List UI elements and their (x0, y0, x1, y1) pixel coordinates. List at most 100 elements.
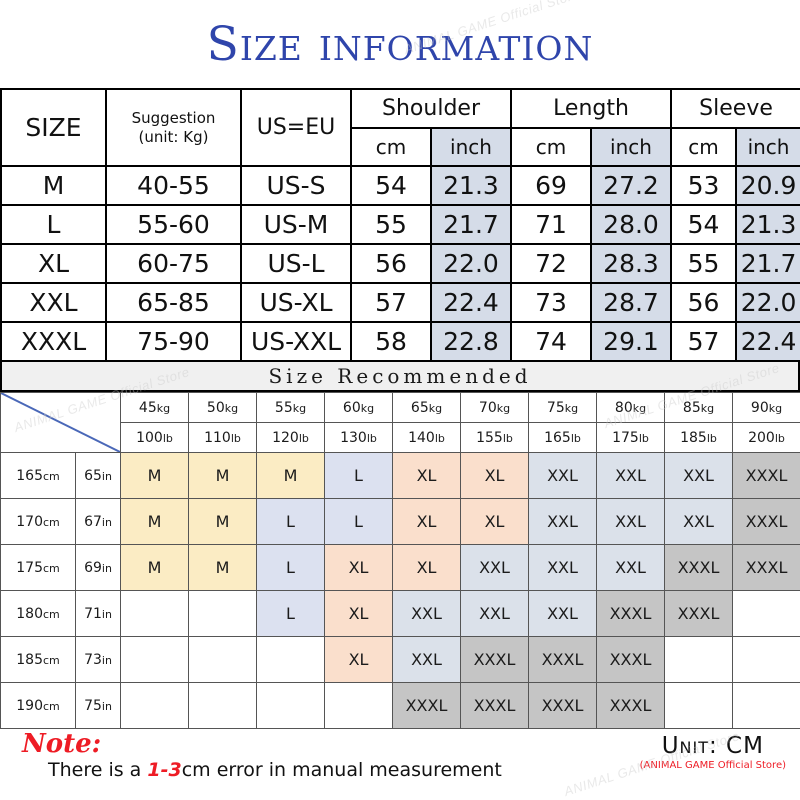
empty-cell (120, 682, 189, 729)
recommended-size-cell: XXXL (732, 452, 800, 499)
empty-cell (732, 636, 800, 683)
recommended-size-cell: XXL (528, 544, 597, 591)
recommended-size-cell: L (324, 498, 393, 545)
page-title: Size information (206, 16, 594, 72)
recommended-size-cell: XXL (528, 498, 597, 545)
spec-header-row-1: SIZE Suggestion (unit: Kg) US=EU Shoulde… (0, 88, 800, 167)
page-title-container: Size information (0, 0, 800, 88)
recommended-size-cell: L (256, 498, 325, 545)
cell-shoulder-inch: 22.8 (430, 321, 512, 362)
weight-kg-header: 50kg (188, 392, 257, 423)
header-sleeve-inch: inch (735, 127, 800, 167)
header-shoulder-cm: cm (350, 127, 432, 167)
header-length: Length (509, 88, 673, 129)
empty-cell (664, 636, 733, 683)
table-row: XXL 65-85 US-XL 57 22.4 73 28.7 56 22.0 (0, 282, 800, 323)
weight-lb-header: 110lb (188, 422, 257, 453)
height-cm-label: 180cm (0, 590, 76, 637)
table-row: M 40-55 US-S 54 21.3 69 27.2 53 20.9 (0, 165, 800, 206)
weight-kg-header: 55kg (256, 392, 325, 423)
unit-box: Unit: CM (ANIMAL GAME Official Store) (640, 733, 786, 771)
height-in-label: 65in (75, 452, 121, 499)
cell-sleeve-cm: 54 (670, 204, 738, 245)
header-length-cm: cm (510, 127, 592, 167)
cell-shoulder-inch: 21.3 (430, 165, 512, 206)
header-length-inch: inch (589, 127, 673, 167)
recommended-size-cell: XXXL (460, 682, 529, 729)
height-in-label: 75in (75, 682, 121, 729)
recommended-size-cell: XXL (392, 636, 461, 683)
weight-lb-header: 130lb (324, 422, 393, 453)
recommended-size-cell: M (120, 498, 189, 545)
spec-header-row-2: cm inch cm inch cm inch (1, 127, 800, 167)
recommended-size-cell: XXXL (732, 498, 800, 545)
recommended-size-cell: XXXL (664, 544, 733, 591)
weight-lb-header: 200lb (732, 422, 800, 453)
empty-cell (732, 590, 800, 637)
header-size: SIZE (0, 88, 107, 167)
cell-shoulder-cm: 58 (350, 321, 432, 362)
height-in-label: 71in (75, 590, 121, 637)
cell-shoulder-inch: 21.7 (430, 204, 512, 245)
cell-suggestion: 75-90 (105, 321, 242, 362)
height-cm-label: 170cm (0, 498, 76, 545)
weight-kg-header: 80kg (596, 392, 665, 423)
recommended-size-cell: XL (392, 498, 461, 545)
empty-cell (324, 682, 393, 729)
recommended-size-cell: XXL (528, 590, 597, 637)
weight-lb-header: 120lb (256, 422, 325, 453)
recommended-size-cell: XL (392, 544, 461, 591)
table-row: XXXL 75-90 US-XXL 58 22.8 74 29.1 57 22.… (0, 321, 800, 362)
table-row: 180cm 71in L XL XXL XXL XXL XXXL XXXL (0, 590, 800, 637)
cell-length-inch: 27.2 (589, 165, 673, 206)
header-shoulder-inch: inch (430, 127, 512, 167)
header-suggestion-line2: (unit: Kg) (138, 127, 209, 146)
note-prefix: There is a (48, 759, 148, 781)
cell-shoulder-cm: 56 (350, 243, 432, 284)
recommended-size-cell: XXXL (596, 682, 665, 729)
cell-us-eu: US-XXL (240, 321, 352, 362)
cell-us-eu: US-L (240, 243, 352, 284)
height-in-label: 73in (75, 636, 121, 683)
cell-sleeve-inch: 21.3 (735, 204, 800, 245)
cell-shoulder-inch: 22.4 (430, 282, 512, 323)
recommended-size-cell: XXL (596, 498, 665, 545)
header-sleeve: Sleeve (670, 88, 800, 129)
cell-shoulder-cm: 57 (350, 282, 432, 323)
height-cm-label: 190cm (0, 682, 76, 729)
empty-cell (256, 636, 325, 683)
recommended-size-cell: XXXL (528, 636, 597, 683)
table-row: L 55-60 US-M 55 21.7 71 28.0 54 21.3 (0, 204, 800, 245)
cell-shoulder-cm: 55 (350, 204, 432, 245)
recommended-size-cell: L (256, 544, 325, 591)
cell-us-eu: US-S (240, 165, 352, 206)
weight-lb-header: 165lb (528, 422, 597, 453)
cell-sleeve-cm: 53 (670, 165, 738, 206)
cell-us-eu: US-XL (240, 282, 352, 323)
empty-cell (732, 682, 800, 729)
recommended-size-cell: XXL (596, 544, 665, 591)
table-row: 165cm 65in M M M L XL XL XXL XXL XXL XXXL (0, 452, 800, 499)
cell-length-cm: 69 (510, 165, 592, 206)
cell-sleeve-inch: 20.9 (735, 165, 800, 206)
cell-length-inch: 28.3 (589, 243, 673, 284)
height-cm-label: 165cm (0, 452, 76, 499)
cell-size: XL (0, 243, 107, 284)
size-recommended-title: Size Recommended (268, 364, 532, 388)
recommended-size-cell: XXL (460, 544, 529, 591)
recommended-size-cell: L (324, 452, 393, 499)
corner-diagonal-cell (0, 392, 121, 453)
cell-sleeve-cm: 55 (670, 243, 738, 284)
recommended-size-cell: XXXL (664, 590, 733, 637)
weight-lb-header: 175lb (596, 422, 665, 453)
cell-sleeve-cm: 56 (670, 282, 738, 323)
cell-length-cm: 71 (510, 204, 592, 245)
empty-cell (188, 636, 257, 683)
weight-kg-header: 85kg (664, 392, 733, 423)
recommended-size-cell: M (256, 452, 325, 499)
recommended-size-cell: XXL (460, 590, 529, 637)
recommended-size-cell: XXL (664, 498, 733, 545)
header-suggestion: Suggestion (unit: Kg) (105, 88, 242, 167)
cell-sleeve-inch: 22.4 (735, 321, 800, 362)
